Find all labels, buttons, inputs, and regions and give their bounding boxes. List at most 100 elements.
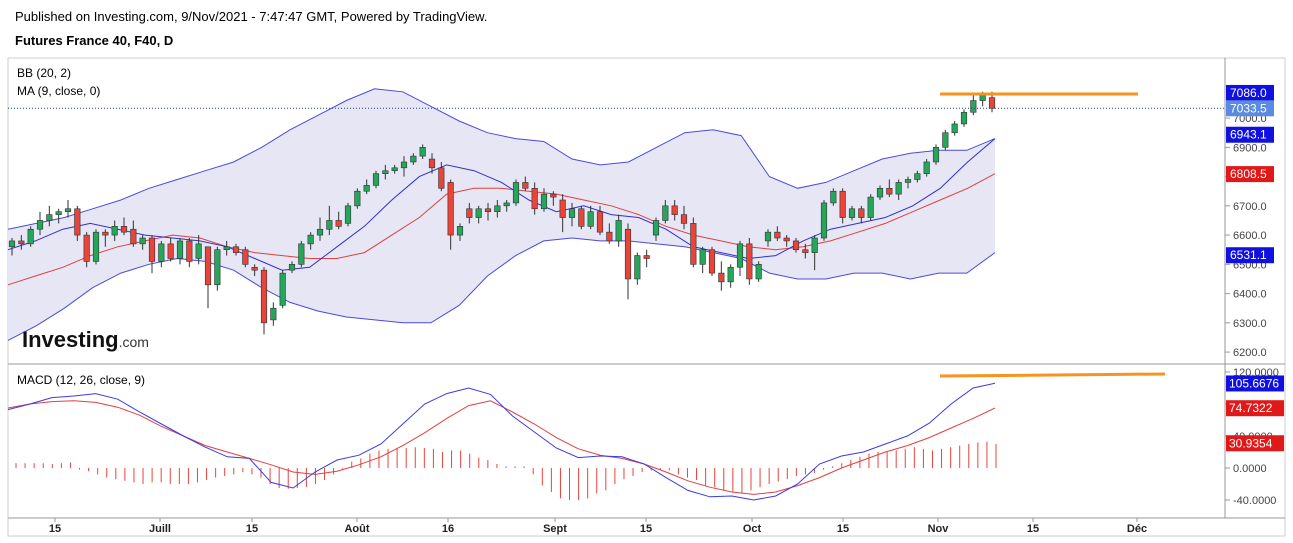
x-tick-label: 15 <box>246 523 258 535</box>
candle-body <box>587 211 594 227</box>
candle <box>615 214 622 247</box>
candle-body <box>195 243 202 259</box>
legend-macd: MACD (12, 26, close, 9) <box>17 373 145 387</box>
candle-body <box>475 208 482 218</box>
candle <box>960 109 968 127</box>
bb-band-fill <box>8 88 995 341</box>
candle <box>559 194 566 233</box>
candle-body <box>914 173 921 180</box>
candle <box>540 188 548 212</box>
candle-body <box>718 272 725 283</box>
candle-body <box>335 220 342 227</box>
candle <box>830 188 837 206</box>
candle <box>111 220 118 241</box>
candle-body <box>428 158 436 169</box>
candle <box>484 202 492 221</box>
candle-body <box>680 214 688 224</box>
price-label-bg <box>1226 126 1274 143</box>
price-axis-ticks: 6200.06300.06400.06500.06600.06700.06800… <box>1225 113 1267 359</box>
candle-body <box>951 123 958 134</box>
candle-body <box>643 255 650 259</box>
candle-body <box>363 185 370 192</box>
candle <box>466 202 473 224</box>
candle-body <box>886 187 893 195</box>
candle <box>410 153 417 165</box>
x-tick-label: 16 <box>442 523 454 535</box>
candle <box>456 223 464 241</box>
candle-body <box>158 243 165 262</box>
time-axis-ticks: 15 Juill 15 Août 16 Sept 15 Oct 15 Nov 15 Déc <box>49 518 1147 535</box>
investing-logo: Investing.com <box>22 327 149 352</box>
candle-body <box>606 231 613 242</box>
candle <box>643 249 650 268</box>
macd-resistance-line[interactable] <box>939 372 1166 378</box>
candle <box>522 176 529 192</box>
candle-body <box>699 249 706 265</box>
candle-body <box>792 240 800 251</box>
candle-body <box>83 234 90 262</box>
candle <box>764 229 772 247</box>
candle <box>195 235 202 265</box>
candle-body <box>18 240 25 245</box>
legend-ma: MA (9, close, 0) <box>17 84 100 98</box>
candle-body <box>46 214 53 221</box>
candle-body <box>634 255 641 280</box>
candle-body <box>27 228 34 245</box>
macd-value-label-bg <box>1226 435 1284 452</box>
candle-body <box>522 182 529 189</box>
x-tick-label: Nov <box>928 523 950 535</box>
candle-body <box>74 208 81 236</box>
candle-body <box>559 199 566 218</box>
candle <box>363 179 370 195</box>
candle <box>839 188 846 224</box>
candle-body <box>531 187 538 210</box>
candle <box>335 211 342 230</box>
candle-body <box>662 205 669 221</box>
candle-body <box>186 240 193 262</box>
candle-body <box>839 190 846 218</box>
x-tick-label: Oct <box>743 523 762 535</box>
candle-body <box>671 205 678 215</box>
candle <box>755 261 762 282</box>
candle <box>867 194 874 221</box>
x-tick-label: Déc <box>1127 523 1147 535</box>
candle-body <box>615 220 622 242</box>
candle-body <box>288 264 296 271</box>
candle-body <box>596 211 604 233</box>
candle-body <box>120 226 128 233</box>
candle-body <box>830 190 837 204</box>
candle <box>792 238 800 253</box>
price-tick-label: 6200.0 <box>1233 347 1267 359</box>
candle-body <box>326 220 333 230</box>
candle <box>718 261 725 291</box>
x-tick-label: 15 <box>49 523 61 535</box>
candle-body <box>942 132 949 148</box>
candle-body <box>960 111 968 125</box>
candle <box>680 205 688 230</box>
candle-body <box>970 100 977 113</box>
macd-value-label-text: 30.9354 <box>1229 436 1273 450</box>
candle-body <box>550 193 557 198</box>
macd-value-label-bg <box>1226 375 1284 392</box>
candle-body <box>410 155 417 163</box>
candle-body <box>727 266 734 283</box>
candle <box>92 229 100 265</box>
candle <box>428 153 436 174</box>
candle <box>475 205 482 224</box>
candle <box>858 205 865 224</box>
bb-upper-line <box>7 88 996 230</box>
candle-body <box>298 243 305 265</box>
candle-body <box>167 243 174 259</box>
candle-body <box>746 243 753 280</box>
candle <box>242 246 249 268</box>
price-label-text: 6531.1 <box>1230 248 1267 262</box>
candle-body <box>382 170 389 174</box>
candle-body <box>904 179 912 183</box>
candle-body <box>456 226 464 236</box>
candle <box>438 161 445 192</box>
macd-value-label: 105.6676 <box>1226 375 1284 392</box>
candle-body <box>484 208 492 212</box>
candle-body <box>55 211 62 215</box>
macd-value-label: 74.7322 <box>1226 400 1284 417</box>
